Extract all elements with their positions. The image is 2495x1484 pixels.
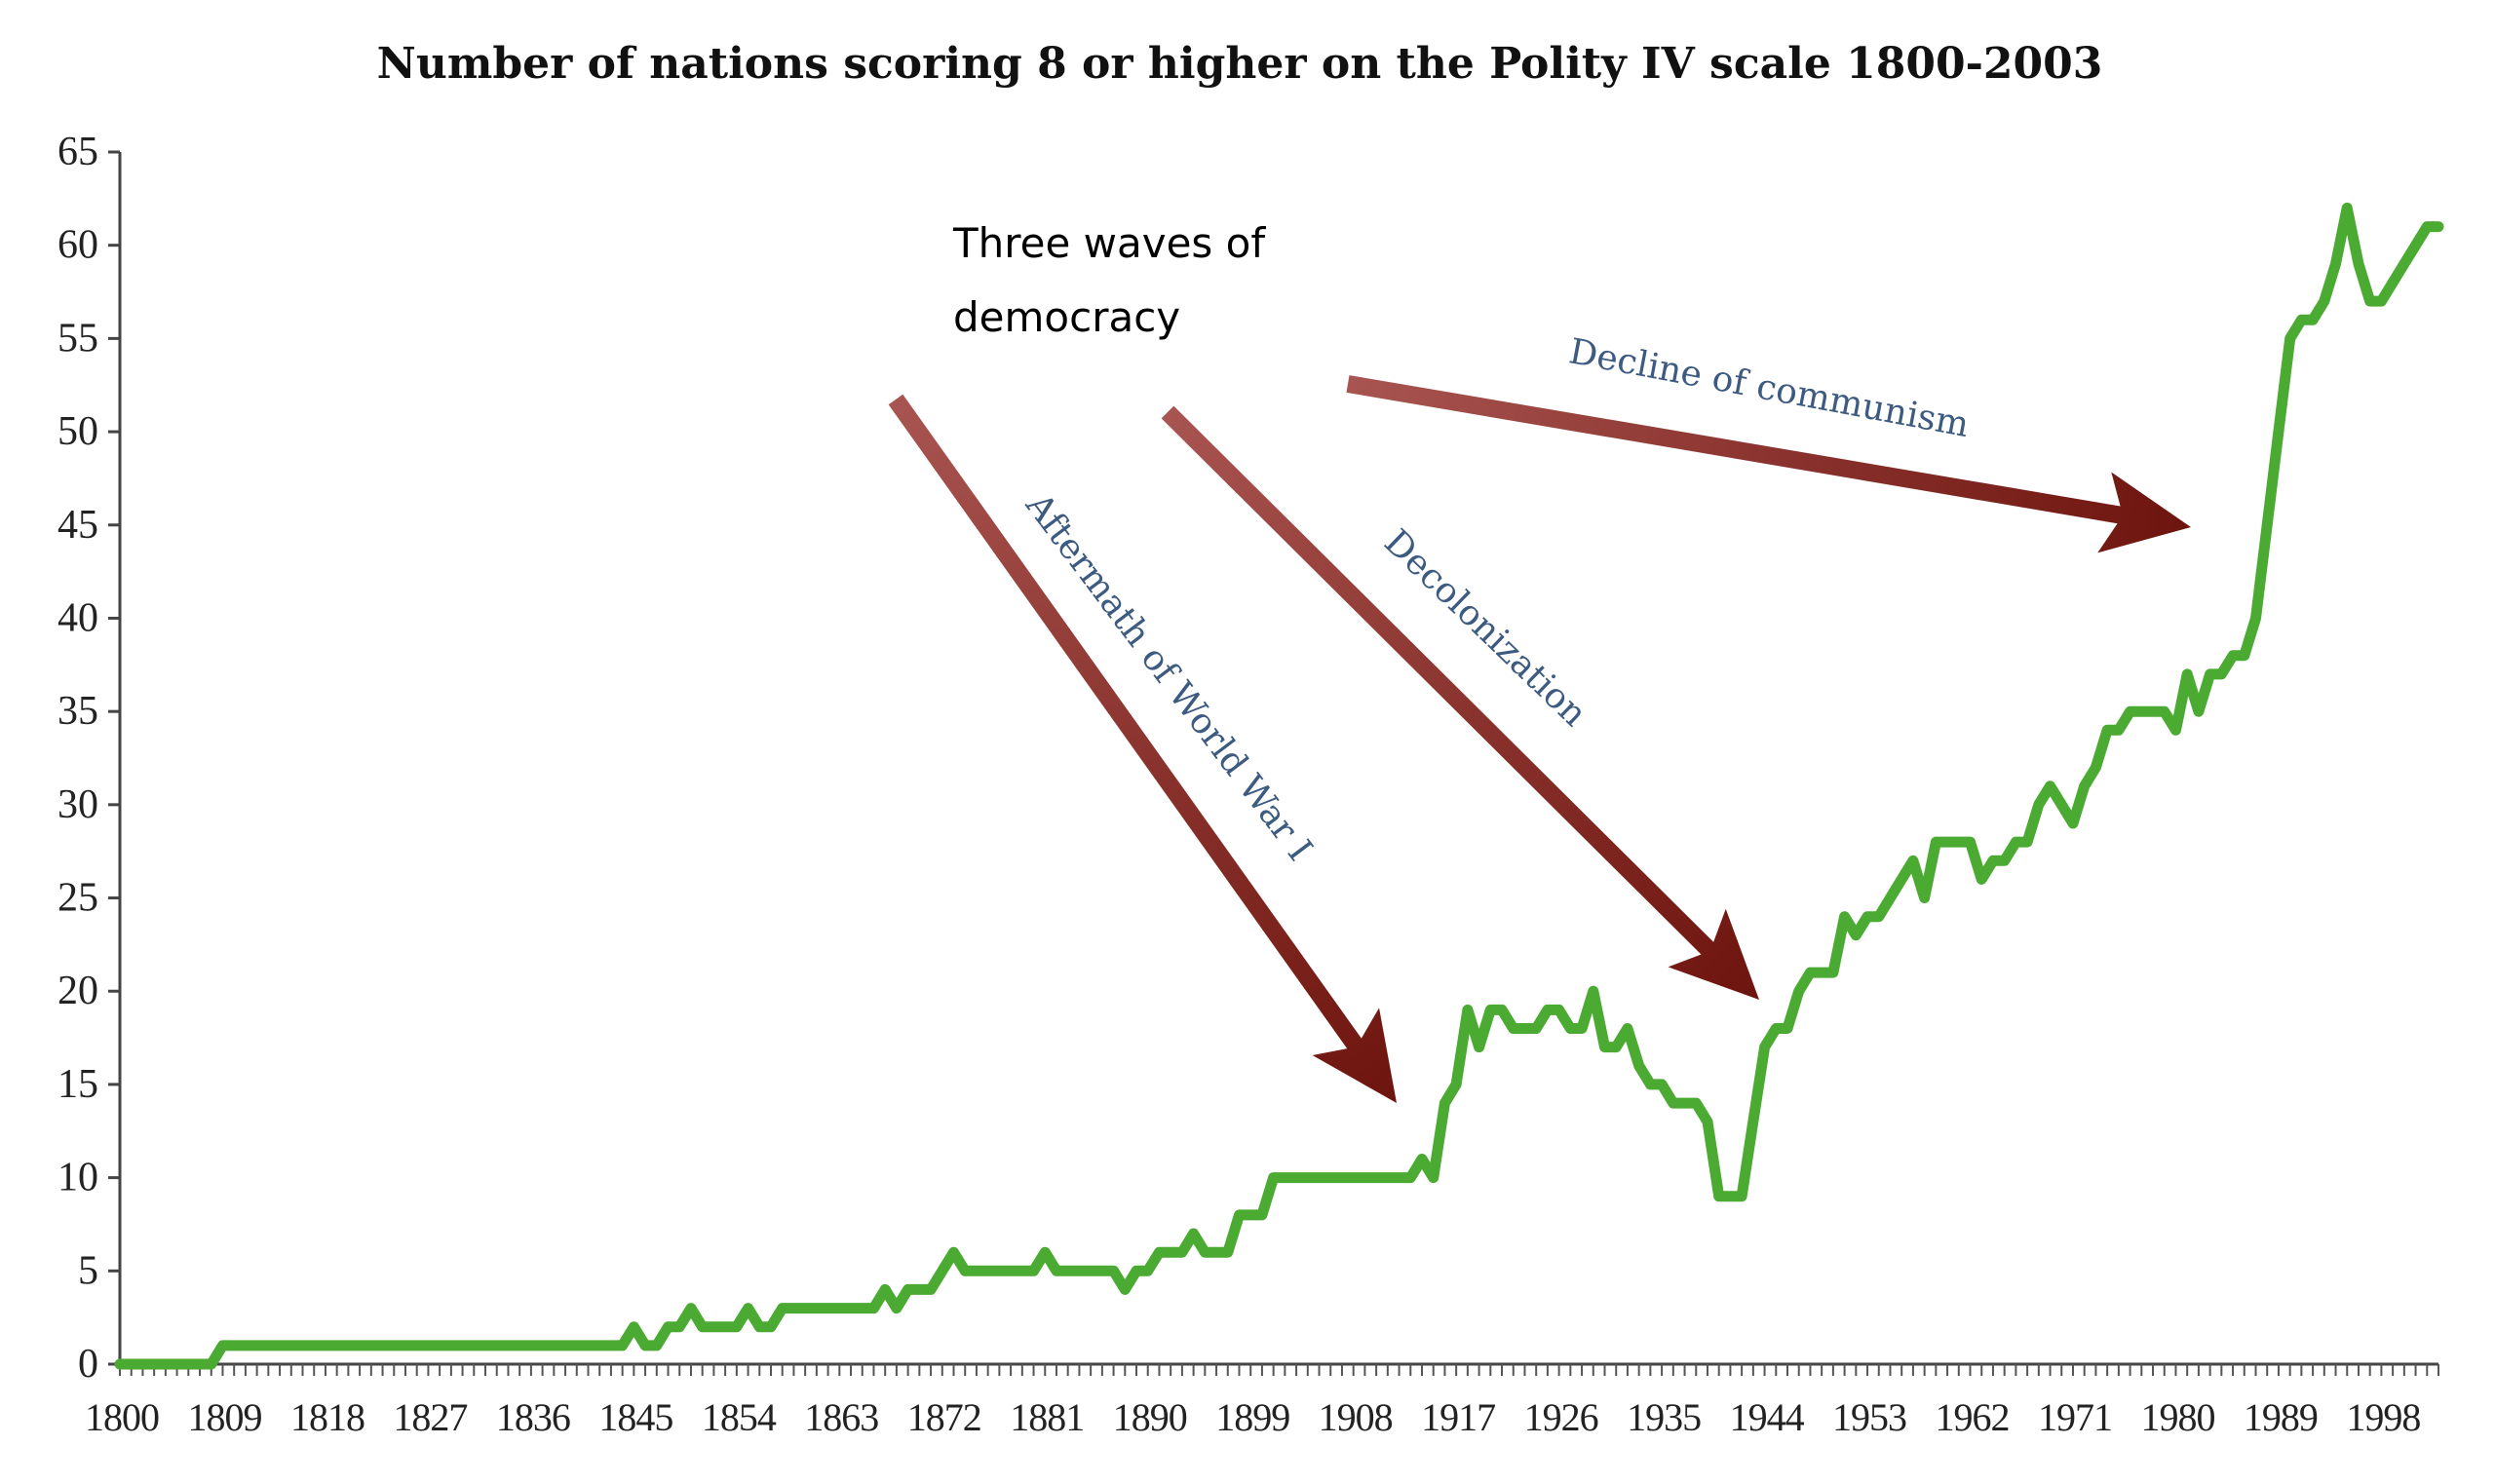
y-tick-label: 25 <box>58 876 98 921</box>
arrows <box>888 375 2192 1103</box>
x-tick-label: 1890 <box>1113 1395 1187 1439</box>
x-tick-label: 1962 <box>1936 1395 2010 1439</box>
y-tick-label: 30 <box>58 782 98 827</box>
x-tick-label: 1881 <box>1010 1395 1084 1439</box>
x-tick-label: 1899 <box>1215 1395 1289 1439</box>
x-tick-label: 1854 <box>702 1395 777 1439</box>
annotation-three-waves-line2: democracy <box>953 293 1180 341</box>
arrow-aftermath-ww1 <box>888 394 1397 1103</box>
y-tick-label: 60 <box>58 223 98 268</box>
arrow-decolonization <box>1161 405 1760 1001</box>
x-tick-label: 1926 <box>1524 1395 1598 1439</box>
y-tick-label: 40 <box>58 595 98 640</box>
annotation-aftermath-ww1: Aftermath of World War I <box>1017 485 1320 868</box>
x-tick-label: 1944 <box>1730 1395 1805 1439</box>
y-tick-label: 35 <box>58 689 98 734</box>
x-tick-label: 1989 <box>2244 1395 2318 1439</box>
y-tick-label: 65 <box>58 130 98 174</box>
y-tick-label: 0 <box>78 1342 98 1387</box>
y-tick-label: 10 <box>58 1156 98 1200</box>
y-tick-label: 50 <box>58 409 98 454</box>
y-tick-label: 15 <box>58 1062 98 1107</box>
y-tick-label: 55 <box>58 316 98 361</box>
y-tick-label: 45 <box>58 503 98 548</box>
arrow-decline-communism-shape <box>1346 375 2192 553</box>
x-tick-label: 1908 <box>1319 1395 1393 1439</box>
arrow-decolonization-shape <box>1161 405 1760 1001</box>
series-line <box>114 202 2444 1370</box>
arrow-aftermath-ww1-shape <box>888 394 1397 1103</box>
x-tick-label: 1980 <box>2140 1395 2214 1439</box>
x-tick-label: 1863 <box>804 1395 878 1439</box>
y-tick-label: 5 <box>78 1248 98 1293</box>
y-tick-label: 20 <box>58 969 98 1013</box>
annotation-decolonization: Decolonization <box>1376 522 1594 735</box>
axes: 0 5 10 15 20 25 30 35 40 45 50 55 60 65 1800 1809 1818 18… <box>58 130 2439 1439</box>
x-tick-label: 1818 <box>290 1395 365 1439</box>
x-tick-label: 1917 <box>1421 1395 1495 1439</box>
x-tick-label: 1935 <box>1627 1395 1701 1439</box>
x-tick-label: 1827 <box>393 1395 467 1439</box>
chart-title: Number of nations scoring 8 or higher on… <box>377 39 2103 89</box>
x-tick-label: 1845 <box>598 1395 672 1439</box>
x-tick-label: 1800 <box>85 1395 159 1439</box>
x-tick-label: 1998 <box>2346 1395 2420 1439</box>
x-tick-label: 1836 <box>496 1395 570 1439</box>
arrow-decline-communism <box>1346 375 2192 553</box>
x-tick-label: 1872 <box>907 1395 981 1439</box>
x-tick-label: 1809 <box>187 1395 261 1439</box>
x-tick-label: 1953 <box>1832 1395 1906 1439</box>
annotation-three-waves-line1: Three waves of <box>952 219 1266 267</box>
series <box>114 202 2444 1370</box>
x-tick-label: 1971 <box>2038 1395 2112 1439</box>
